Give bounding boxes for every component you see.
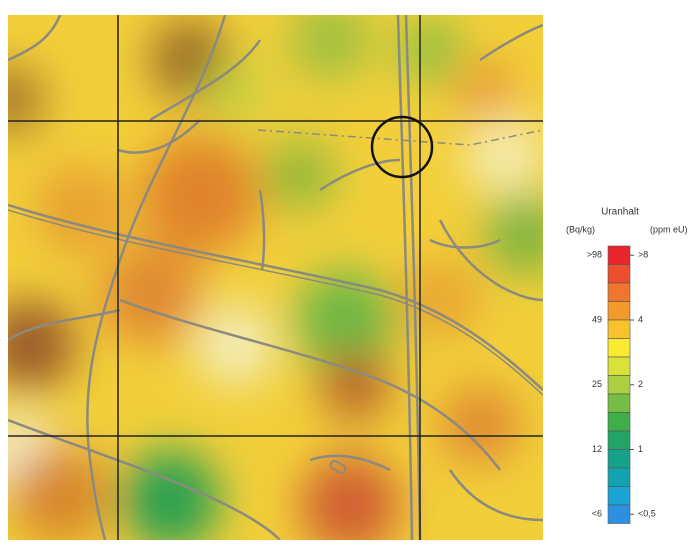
legend-swatch — [608, 376, 630, 395]
legend-swatch — [608, 320, 630, 339]
legend-swatch — [608, 339, 630, 358]
legend-swatch — [608, 265, 630, 284]
legend-right-label: >8 — [638, 250, 648, 260]
legend-right-label: 4 — [638, 314, 643, 324]
legend-right-label: <0,5 — [638, 509, 656, 519]
legend-swatch — [608, 505, 630, 524]
legend: Uranhalt (Bq/kg) (ppm eU) >98492512<6>84… — [566, 207, 688, 524]
legend-swatch — [608, 487, 630, 506]
legend-left-label: 12 — [592, 444, 602, 454]
legend-swatch — [608, 283, 630, 302]
legend-swatch — [608, 450, 630, 469]
legend-left-label: 25 — [592, 379, 602, 389]
legend-swatch — [608, 302, 630, 321]
legend-right-unit: (ppm eU) — [650, 224, 688, 234]
legend-left-label: >98 — [587, 250, 602, 260]
legend-swatch — [608, 357, 630, 376]
map — [0, 0, 565, 540]
legend-left-label: 49 — [592, 314, 602, 324]
legend-left-unit: (Bq/kg) — [566, 224, 595, 234]
legend-title: Uranhalt — [601, 207, 639, 218]
legend-swatch — [608, 413, 630, 432]
legend-swatch — [608, 468, 630, 487]
legend-right-label: 2 — [638, 379, 643, 389]
legend-swatch — [608, 394, 630, 413]
legend-swatch — [608, 246, 630, 265]
page: Uranhalt (Bq/kg) (ppm eU) >98492512<6>84… — [0, 0, 692, 540]
legend-swatch — [608, 431, 630, 450]
legend-right-label: 1 — [638, 444, 643, 454]
legend-left-label: <6 — [592, 509, 602, 519]
